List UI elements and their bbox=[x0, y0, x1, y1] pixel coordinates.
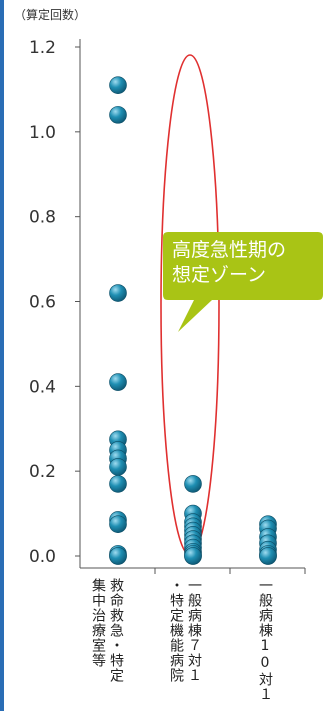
category-label-line: 救命救急・特定 bbox=[108, 578, 124, 683]
category-label-line: ・特定機能病院 bbox=[168, 578, 184, 683]
y-tick-label: 0.8 bbox=[29, 208, 56, 228]
y-tick-label: 1.0 bbox=[29, 123, 56, 143]
data-point bbox=[110, 77, 127, 94]
y-tick-label: 0.4 bbox=[29, 377, 56, 397]
data-point bbox=[110, 458, 127, 475]
data-point bbox=[110, 285, 127, 302]
data-point bbox=[110, 516, 127, 533]
data-point bbox=[260, 548, 277, 565]
y-tick-label: 0.2 bbox=[29, 462, 56, 482]
category-label-10to1: 一般病棟10対１ bbox=[257, 578, 273, 702]
category-label-line: 一般病棟７対１ bbox=[186, 578, 202, 683]
data-point bbox=[185, 548, 202, 565]
data-point bbox=[185, 475, 202, 492]
data-point bbox=[110, 374, 127, 391]
data-point bbox=[110, 548, 127, 565]
y-tick-label: 0.6 bbox=[29, 293, 56, 313]
y-tick-label: 1.2 bbox=[29, 38, 56, 58]
category-label-line: 一般病棟10対１ bbox=[257, 578, 273, 702]
data-point bbox=[110, 106, 127, 123]
data-point bbox=[110, 475, 127, 492]
category-label-7to1: 一般病棟７対１ ・特定機能病院 bbox=[168, 578, 202, 683]
category-label-line: 集中治療室等 bbox=[90, 578, 106, 683]
callout-text: 高度急性期の 想定ゾーン bbox=[172, 238, 322, 288]
category-label-icu: 救命救急・特定 集中治療室等 bbox=[90, 578, 124, 683]
y-tick-label: 0.0 bbox=[29, 547, 56, 567]
